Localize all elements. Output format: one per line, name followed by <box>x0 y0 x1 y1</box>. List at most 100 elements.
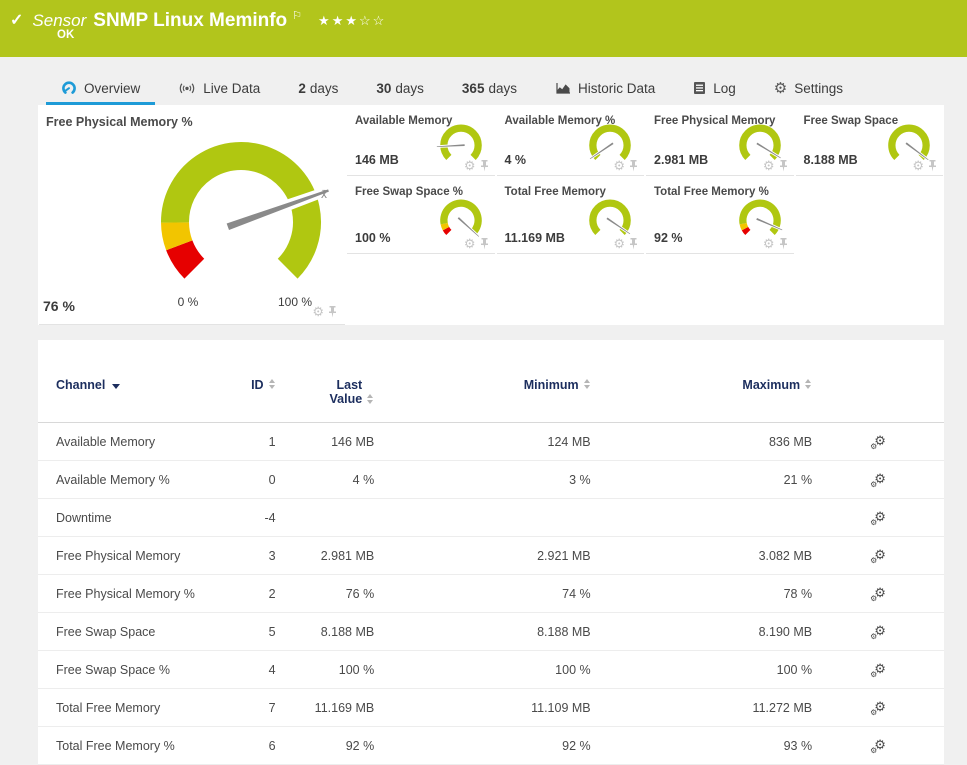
priority-stars[interactable]: ★★★☆☆ <box>318 13 387 28</box>
overview-content: Free Physical Memory % x̄ 0 % 100 % 76 %… <box>38 105 944 765</box>
channel-gauge-tile[interactable]: Free Physical Memory 2.981 MB ⚙ <box>646 105 794 176</box>
pin-icon[interactable] <box>779 159 788 172</box>
column-header-maximum[interactable]: Maximum <box>590 340 813 423</box>
channel-name[interactable]: Downtime <box>38 498 236 537</box>
edit-channel-gears-icon[interactable]: ⚙⚙ <box>870 509 886 527</box>
column-header-channel[interactable]: Channel <box>38 340 236 423</box>
channel-gauge-tile[interactable]: Available Memory 146 MB ⚙ <box>347 105 495 176</box>
column-header-actions <box>812 340 944 423</box>
maximum-value: 78 % <box>590 574 813 613</box>
edit-channel-gears-icon[interactable]: ⚙⚙ <box>870 699 886 717</box>
edit-channel-gears-icon[interactable]: ⚙⚙ <box>870 661 886 679</box>
sort-caret-icon <box>112 384 121 389</box>
gauge-settings-gear-icon[interactable]: ⚙ <box>613 236 625 251</box>
edit-channel-gears-icon[interactable]: ⚙⚙ <box>870 471 886 489</box>
channel-gauge-tile[interactable]: Available Memory % 4 % ⚙ <box>496 105 644 176</box>
channel-table: Channel ID Last Value Minimum Maximum Av… <box>38 340 944 765</box>
column-header-last-value[interactable]: Last Value <box>275 340 375 423</box>
minimum-value: 8.188 MB <box>374 612 591 651</box>
primary-channel-gauge-tile[interactable]: Free Physical Memory % x̄ 0 % 100 % 76 %… <box>39 105 345 325</box>
channel-gauge-tile[interactable]: Total Free Memory % 92 % ⚙ <box>646 176 794 254</box>
table-row: Total Free Memory 7 11.169 MB 11.109 MB … <box>38 688 944 727</box>
tab-label: days <box>309 80 339 96</box>
tab-number: 30 <box>376 80 392 96</box>
edit-channel-gears-icon[interactable]: ⚙⚙ <box>870 585 886 603</box>
flag-icon[interactable]: ⚐ <box>292 10 303 22</box>
channel-id: -4 <box>235 498 276 537</box>
edit-channel-gears-icon[interactable]: ⚙⚙ <box>870 737 886 755</box>
tab-label: Settings <box>794 80 844 96</box>
tab-365-days[interactable]: 365 days <box>447 74 532 105</box>
gauge-settings-gear-icon[interactable]: ⚙ <box>762 158 775 173</box>
last-value: 100 % <box>275 650 375 689</box>
tab-historic-data[interactable]: Historic Data <box>540 74 670 105</box>
pin-icon[interactable] <box>629 159 638 172</box>
minimum-value: 100 % <box>374 650 591 689</box>
channel-name[interactable]: Free Physical Memory % <box>38 574 236 613</box>
tab-label: Log <box>713 80 736 96</box>
minimum-value: 124 MB <box>374 422 591 461</box>
minimum-value: 2.921 MB <box>374 536 591 575</box>
pin-icon[interactable] <box>928 159 937 172</box>
primary-gauge <box>161 142 333 279</box>
channel-name[interactable]: Available Memory <box>38 422 236 461</box>
sensor-title: SNMP Linux Meminfo <box>93 10 288 31</box>
gauge-settings-gear-icon[interactable]: ⚙ <box>463 158 476 173</box>
pin-icon[interactable] <box>328 305 337 318</box>
gauge-settings-gear-icon[interactable]: ⚙ <box>463 236 476 251</box>
column-header-id[interactable]: ID <box>235 340 276 423</box>
edit-channel-gears-icon[interactable]: ⚙⚙ <box>870 433 886 451</box>
gauge-value: 11.169 MB <box>504 231 565 245</box>
pin-icon[interactable] <box>480 159 489 172</box>
channel-gauge-tile[interactable]: Free Swap Space 8.188 MB ⚙ <box>795 105 943 176</box>
last-value: 8.188 MB <box>275 612 375 651</box>
tab-overview[interactable]: Overview <box>46 74 156 105</box>
tab-30-days[interactable]: 30 days <box>361 74 439 105</box>
sort-icon <box>583 378 591 389</box>
gauge-settings-gear-icon[interactable]: ⚙ <box>613 158 625 173</box>
column-header-minimum[interactable]: Minimum <box>374 340 591 423</box>
gauge-value: 2.981 MB <box>654 153 709 167</box>
channel-gauge-tile[interactable]: Free Swap Space % 100 % ⚙ <box>347 176 495 254</box>
sort-icon <box>268 378 276 389</box>
tab-log[interactable]: Log <box>678 74 751 105</box>
pin-icon[interactable] <box>779 237 788 250</box>
channel-gauge <box>589 199 632 236</box>
minimum-value: 74 % <box>374 574 591 613</box>
channel-name[interactable]: Free Swap Space % <box>38 650 236 689</box>
edit-channel-gears-icon[interactable]: ⚙⚙ <box>870 623 886 641</box>
tab-number: 365 <box>461 80 485 96</box>
minimum-value: 11.109 MB <box>374 688 591 727</box>
gauge-settings-gear-icon[interactable]: ⚙ <box>312 304 324 319</box>
channel-name[interactable]: Free Physical Memory <box>38 536 236 575</box>
channel-gauge <box>738 124 782 161</box>
channel-name[interactable]: Total Free Memory % <box>38 726 236 765</box>
table-row: Free Physical Memory 3 2.981 MB 2.921 MB… <box>38 536 944 575</box>
channel-gauge <box>435 124 482 161</box>
table-row: Downtime -4 ⚙⚙ <box>38 498 944 537</box>
channel-name[interactable]: Free Swap Space <box>38 612 236 651</box>
gauge-icon <box>61 80 77 96</box>
maximum-value: 3.082 MB <box>590 536 813 575</box>
channel-name[interactable]: Available Memory % <box>38 460 236 499</box>
gauge-title: Total Free Memory <box>504 186 606 198</box>
mean-marker: x̄ <box>321 187 327 201</box>
table-row: Free Swap Space % 4 100 % 100 % 100 % ⚙⚙ <box>38 650 944 689</box>
chart-icon <box>555 81 571 95</box>
channel-gauge-tile[interactable]: Total Free Memory 11.169 MB ⚙ <box>496 176 644 254</box>
gauge-settings-gear-icon[interactable]: ⚙ <box>912 158 924 173</box>
tab-label: days <box>488 80 517 96</box>
tab-live-data[interactable]: Live Data <box>163 74 275 105</box>
channel-name[interactable]: Total Free Memory <box>38 688 236 727</box>
gauge-settings-gear-icon[interactable]: ⚙ <box>762 236 775 251</box>
channel-id: 6 <box>235 726 276 765</box>
status-check-icon: ✓ <box>10 12 24 29</box>
tab-settings[interactable]: ⚙ Settings <box>759 74 858 105</box>
maximum-value: 11.272 MB <box>590 688 813 727</box>
tab-2-days[interactable]: 2 days <box>283 74 353 105</box>
edit-channel-gears-icon[interactable]: ⚙⚙ <box>870 547 886 565</box>
pin-icon[interactable] <box>480 237 489 250</box>
gauge-value: 4 % <box>504 153 527 167</box>
maximum-value: 93 % <box>590 726 813 765</box>
pin-icon[interactable] <box>629 237 638 250</box>
